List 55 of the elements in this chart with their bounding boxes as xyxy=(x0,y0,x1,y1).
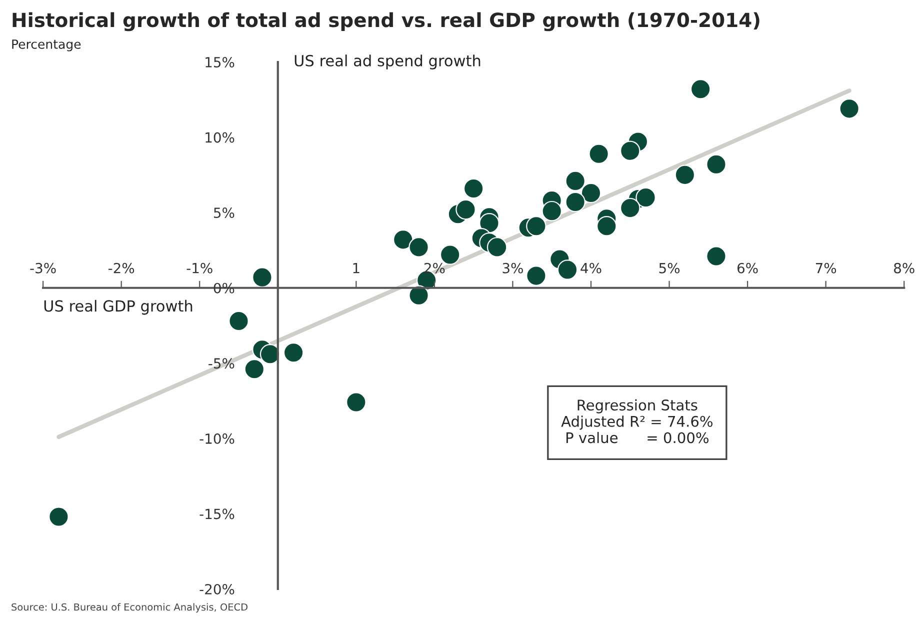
x-tick-label: 6% xyxy=(737,262,758,274)
point xyxy=(557,260,578,280)
point xyxy=(48,506,69,527)
x-tick-label: 7% xyxy=(816,262,836,274)
x-tick-label: 4% xyxy=(580,262,602,274)
point xyxy=(456,199,476,220)
point xyxy=(674,164,696,186)
x-tick-label: -2% xyxy=(108,262,134,274)
point xyxy=(542,200,562,222)
y-tick-label: -15% xyxy=(200,508,234,520)
y-tick-label: 5% xyxy=(214,208,234,218)
y-tick-label: 10% xyxy=(206,132,234,143)
point xyxy=(244,359,265,380)
point xyxy=(526,216,546,236)
x-tick-label: -1% xyxy=(186,262,212,274)
point xyxy=(588,144,609,164)
y-tick-label: -5% xyxy=(208,358,234,369)
point xyxy=(596,216,617,236)
point xyxy=(408,285,429,306)
point xyxy=(526,266,546,286)
x-tick-label: 3% xyxy=(502,262,523,274)
x-tick-label: -3% xyxy=(30,262,56,274)
point xyxy=(260,344,280,364)
chart-subtitle: Percentage xyxy=(12,40,81,52)
x-tick-label: 8% xyxy=(894,262,914,274)
point xyxy=(346,392,366,412)
point xyxy=(565,170,586,192)
point xyxy=(565,192,586,212)
point xyxy=(620,140,640,161)
point xyxy=(706,154,726,175)
point xyxy=(486,237,508,258)
chart-title: Historical growth of total ad spend vs. real GDP growth (1970-2014) xyxy=(12,12,760,32)
x-tick-label: 2% xyxy=(424,262,445,274)
point xyxy=(580,182,602,204)
point xyxy=(690,78,711,100)
point xyxy=(283,342,304,363)
y-tick-label: -20% xyxy=(200,584,234,594)
point xyxy=(636,187,656,208)
point xyxy=(706,246,726,266)
point xyxy=(839,98,860,119)
point xyxy=(620,198,640,218)
x-tick-label: 5% xyxy=(659,262,680,274)
y-axis-title: US real ad spend growth xyxy=(294,54,480,70)
y-tick-label: 15% xyxy=(206,56,234,68)
source-note: Source: U.S. Bureau of Economic Analysis, OECD xyxy=(12,603,248,613)
y-tick-label: -10% xyxy=(200,433,234,444)
point xyxy=(408,237,429,258)
point xyxy=(252,267,272,288)
point xyxy=(463,178,484,199)
point xyxy=(228,310,249,332)
point xyxy=(392,230,414,250)
annotation: Regression Stats Adjusted R² = 74.6% P value = 0.00% xyxy=(561,399,712,444)
x-axis-title: US real GDP growth xyxy=(44,300,192,315)
point xyxy=(479,212,500,234)
x-tick-label: 1 xyxy=(353,263,360,274)
